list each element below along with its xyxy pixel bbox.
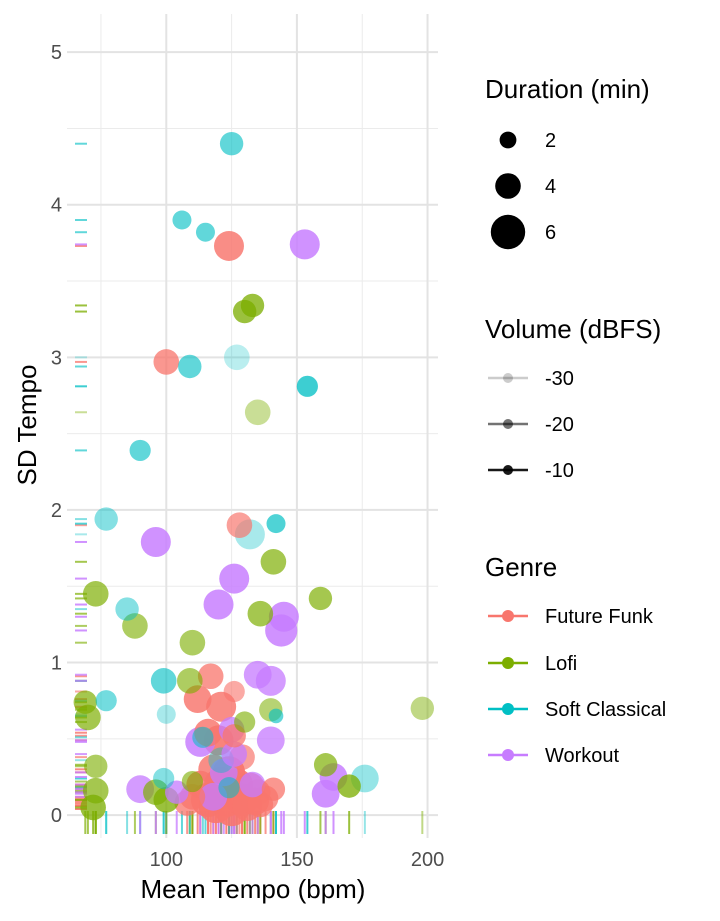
point-lofi: [143, 779, 169, 806]
legend-entry-label: 4: [545, 176, 556, 198]
point-soft-classical: [296, 375, 318, 397]
grid: [67, 14, 438, 838]
y-tick-label: 4: [51, 195, 62, 217]
legends: Duration (min) 2 4 6 Volume (dBFS) -30 -20 -10 G…: [485, 74, 666, 767]
point-lofi: [73, 690, 97, 714]
point-future-funk: [223, 680, 245, 703]
legend-title-genre: Genre: [485, 552, 557, 582]
point-workout: [256, 726, 285, 755]
legend-key-color-point: [502, 657, 514, 669]
x-tick-label: 100: [150, 849, 183, 871]
point-soft-classical: [195, 222, 215, 242]
point-soft-classical: [192, 726, 214, 748]
y-tick-label: 1: [51, 653, 62, 675]
axes: 100 150 200 0 1 2 3 4 5: [51, 42, 444, 871]
point-lofi: [176, 668, 203, 694]
data-points: [73, 132, 435, 827]
point-lofi: [337, 774, 361, 798]
point-workout: [203, 589, 234, 620]
point-soft-classical: [156, 704, 176, 724]
point-soft-classical: [150, 668, 177, 694]
point-lofi: [308, 586, 333, 611]
point-workout: [219, 563, 250, 594]
point-soft-classical: [224, 344, 250, 371]
legend-entry-label: -30: [545, 368, 574, 390]
point-soft-classical: [218, 777, 240, 799]
legend-key-alpha-point: [503, 465, 513, 475]
point-workout: [239, 771, 266, 798]
legend-title-duration: Duration (min): [485, 74, 650, 104]
point-soft-classical: [172, 210, 192, 230]
point-lofi: [122, 613, 148, 639]
point-soft-classical: [178, 354, 202, 379]
x-axis-title: Mean Tempo (bpm): [141, 874, 366, 904]
point-lofi: [80, 794, 106, 821]
point-lofi: [82, 581, 109, 607]
legend-key-size: [490, 214, 526, 250]
point-lofi: [234, 711, 256, 733]
point-soft-classical: [129, 439, 151, 462]
point-lofi: [244, 399, 271, 426]
point-soft-classical: [115, 597, 139, 621]
point-future-funk: [213, 230, 244, 261]
legend-key-color-point: [502, 703, 514, 715]
legend-key-alpha-point: [503, 373, 513, 383]
point-future-funk: [197, 663, 224, 690]
x-tick-label: 150: [280, 849, 313, 871]
point-workout: [268, 601, 299, 632]
point-lofi: [260, 549, 287, 575]
y-tick-label: 0: [51, 805, 62, 827]
point-lofi: [84, 754, 108, 778]
point-soft-classical: [268, 708, 284, 724]
y-axis-title: SD Tempo: [12, 365, 42, 486]
point-lofi: [313, 753, 338, 777]
point-soft-classical: [266, 514, 286, 534]
x-tick-label: 200: [411, 849, 444, 871]
legend-entry-label: -20: [545, 414, 574, 436]
point-workout: [311, 779, 340, 808]
legend-key-size: [499, 131, 517, 149]
legend-entry-label: Lofi: [545, 653, 577, 675]
legend-title-volume: Volume (dBFS): [485, 314, 661, 344]
point-future-funk: [153, 349, 180, 375]
point-lofi: [247, 600, 274, 627]
legend-key-size: [495, 173, 521, 199]
point-soft-classical: [95, 690, 117, 712]
point-soft-classical: [153, 767, 175, 790]
point-soft-classical: [219, 132, 244, 156]
legend-entry-label: Workout: [545, 745, 620, 767]
legend-entry-label: Soft Classical: [545, 699, 666, 721]
point-soft-classical: [94, 507, 118, 531]
point-lofi: [179, 629, 206, 656]
y-tick-label: 3: [51, 347, 62, 369]
point-workout: [243, 660, 272, 689]
point-workout: [140, 526, 171, 557]
point-lofi: [181, 770, 204, 793]
y-tick-label: 2: [51, 500, 62, 522]
y-tick-label: 5: [51, 42, 62, 64]
legend-entry-label: Future Funk: [545, 606, 654, 628]
legend-key-color-point: [502, 749, 514, 761]
legend-key-alpha-point: [503, 419, 513, 429]
point-future-funk: [226, 512, 253, 538]
point-lofi: [410, 696, 435, 720]
legend-key-color-point: [502, 610, 514, 622]
point-lofi: [240, 293, 265, 318]
legend-entry-label: 2: [545, 130, 556, 152]
point-workout: [221, 741, 248, 767]
point-future-funk: [261, 777, 286, 801]
legend-entry-label: 6: [545, 222, 556, 244]
point-workout: [289, 229, 320, 260]
point-workout: [165, 780, 189, 804]
legend-entry-label: -10: [545, 460, 574, 482]
